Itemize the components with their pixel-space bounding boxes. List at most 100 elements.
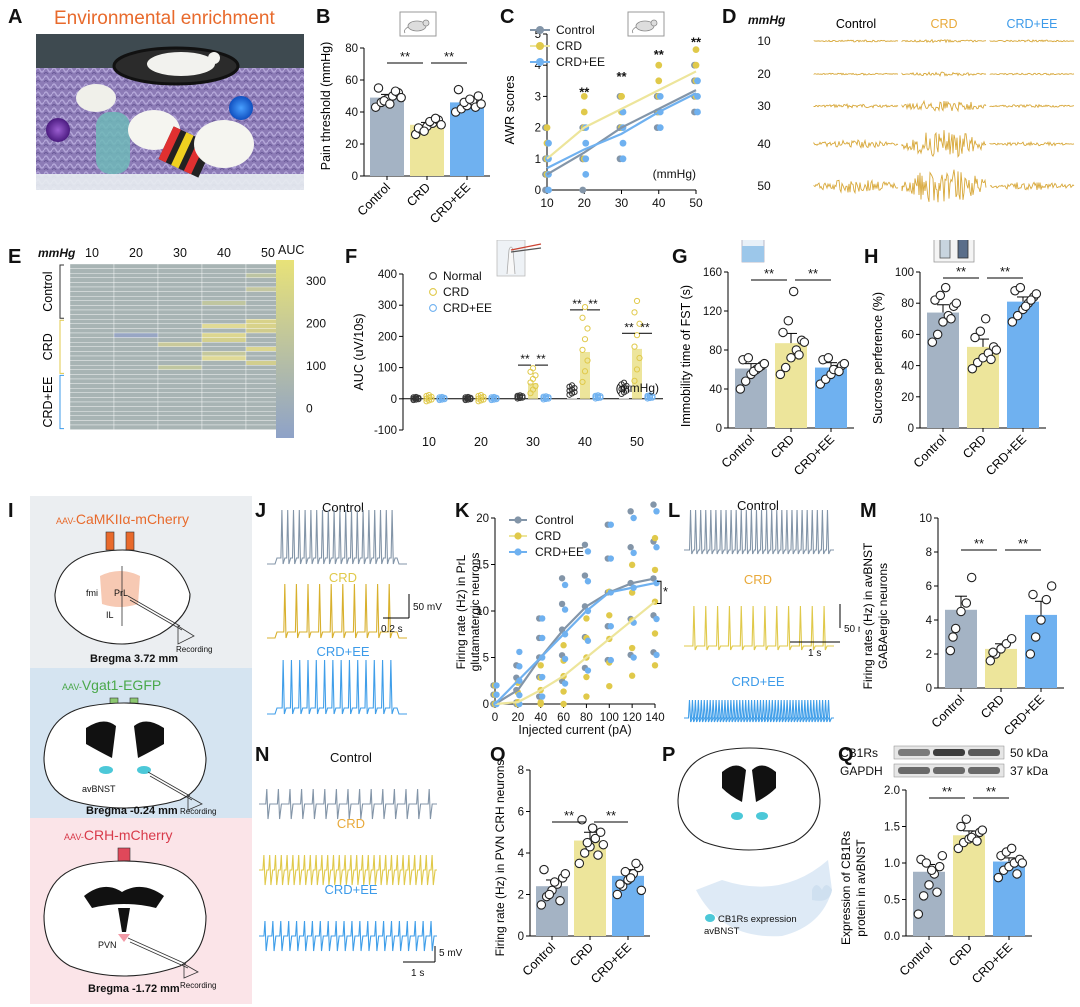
y-tick-label: 0.5 [884,895,900,907]
heatmap-cell [157,286,203,292]
spike-trace [259,920,437,952]
heatmap-cell [157,300,203,306]
data-point [584,325,591,332]
corpus-callosum [84,886,164,908]
legend-entry: CRD+EE [535,545,584,559]
heatmap-cell [69,411,115,416]
x-tick-label: 50 [630,435,644,449]
rat-icon [627,11,665,37]
scale-voltage-label: 5 mV [439,948,463,959]
heatmap-cell [69,406,115,412]
colorbar [276,260,294,438]
data-point [743,353,754,363]
panel-label-n: N [255,744,270,766]
heatmap-cell [201,309,247,315]
ventricle-shapes [86,721,164,758]
heatmap-cell [69,415,115,421]
rat-head [650,19,658,27]
data-point [582,155,590,163]
panel-m-chart: Firing rates (Hz) in avBNST GABAergic neu… [861,513,1064,738]
y-tick-label: 6 [926,581,932,593]
panel-h-chart: Sucrose perference (%) 0 20 40 60 80 100 Contro… [871,240,1046,478]
tube-toy [96,112,130,174]
spike-trace [259,788,437,820]
data-point [656,124,664,131]
heatmap-cell [157,328,203,334]
y-axis-label-line1: Firing rates (Hz) in avBNST [861,542,875,689]
panel-label-i: I [8,500,14,522]
data-point [537,662,544,669]
emg-trace [813,138,899,149]
data-point [549,877,560,887]
heatmap-cell [201,277,247,283]
bnst-region-right [137,766,151,774]
virus-prefix: AAV- [62,682,82,692]
heatmap-cell [201,268,247,274]
heatmap-cell [69,424,115,430]
significance-marker: ** [691,34,702,49]
recording-pipette [127,937,189,969]
y-tick-label: 15 [476,560,489,572]
heatmap-cell [201,411,247,416]
y-tick-label: 0.0 [884,931,900,943]
scale-time-label: 1 s [411,968,424,979]
emg-trace [989,39,1075,43]
column-header: CRD [930,17,957,31]
data-point [419,126,429,136]
virus-label-vgat1: AAV-Vgat1-EGFP [62,677,161,693]
heatmap-cell [69,365,115,370]
data-point [584,357,591,364]
rat-on-wheel [147,52,215,76]
heatmap-cell [69,305,115,311]
y-tick-label: 100 [378,363,397,375]
data-point [558,575,566,582]
data-point [966,572,977,583]
panel-a-title: Environmental enrichment [54,8,275,29]
heatmap-cell [201,337,247,343]
heatmap-cell [113,397,159,403]
data-point [953,843,964,854]
data-point [593,850,603,860]
heatmap-cell [201,406,247,412]
data-point [1006,843,1017,854]
significance-marker: ** [444,49,454,64]
data-point [651,566,659,574]
data-point [694,108,701,116]
panel-g-chart: Immobility time of FST (s) 0 40 80 120 160 Con… [679,240,854,478]
data-point [568,382,576,389]
significance-marker: ** [986,784,996,799]
heatmap-cell [201,323,247,329]
heatmap-cell [69,268,115,274]
x-tick-label: 40 [652,196,666,210]
heatmap-cell [157,305,203,311]
data-point [653,615,660,623]
virus-name: CaMKIIα-mCherry [76,511,189,527]
x-tick-label: Control [520,940,558,978]
data-point [561,655,569,663]
panel-d-traces: mmHg Control CRD CRD+EE 10 20 30 40 50 [748,13,1075,203]
heatmap-cell [157,383,203,389]
data-point [607,555,614,562]
blue-ball [229,96,253,120]
data-point [561,606,569,613]
series-line-crd [546,70,697,160]
panel-label-c: C [500,6,515,28]
significance-marker: ** [536,352,546,366]
data-point [991,345,1002,355]
data-point [539,693,546,700]
data-point [615,879,625,889]
data-point [1025,649,1036,659]
data-point [592,392,599,399]
data-point [656,93,664,100]
legend-marker [514,548,522,556]
significance-marker: * [663,584,668,599]
panel-label-d: D [722,6,737,28]
third-ventricle [118,908,130,932]
region-label-fmi: fmi [86,588,98,598]
panel-label-j: J [255,500,267,522]
spike-trace [684,699,834,723]
heatmap-cell [157,342,203,347]
data-point [412,393,420,401]
heatmap-cell [157,365,203,370]
colorbar-tick-label: 100 [306,359,326,373]
